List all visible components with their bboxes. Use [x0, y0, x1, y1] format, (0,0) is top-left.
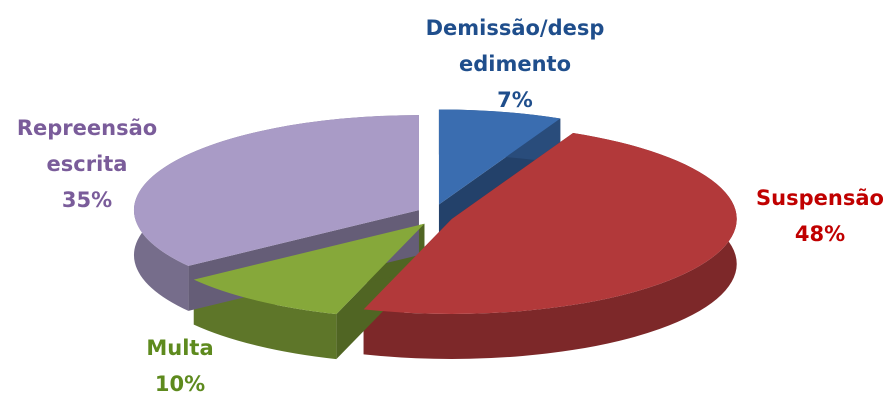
value-label: 35% [61, 188, 113, 212]
category-name: Multa [146, 336, 214, 360]
value-label: 7% [497, 88, 533, 112]
category-name: Demissão/despedimento [425, 16, 605, 76]
slice [438, 109, 561, 205]
slice [363, 133, 737, 314]
slice-label: Suspensão 48% [725, 180, 893, 252]
slice [133, 115, 419, 266]
slice [193, 223, 425, 315]
slice-label: Repreensão escrita 35% [0, 110, 182, 218]
slice-label: Multa 10% [85, 330, 275, 402]
category-name: Repreensão escrita [16, 116, 158, 176]
value-label: 10% [154, 372, 206, 396]
category-name: Suspensão [756, 186, 884, 210]
value-label: 48% [794, 222, 846, 246]
slice-label: Demissão/despedimento 7% [420, 10, 610, 118]
